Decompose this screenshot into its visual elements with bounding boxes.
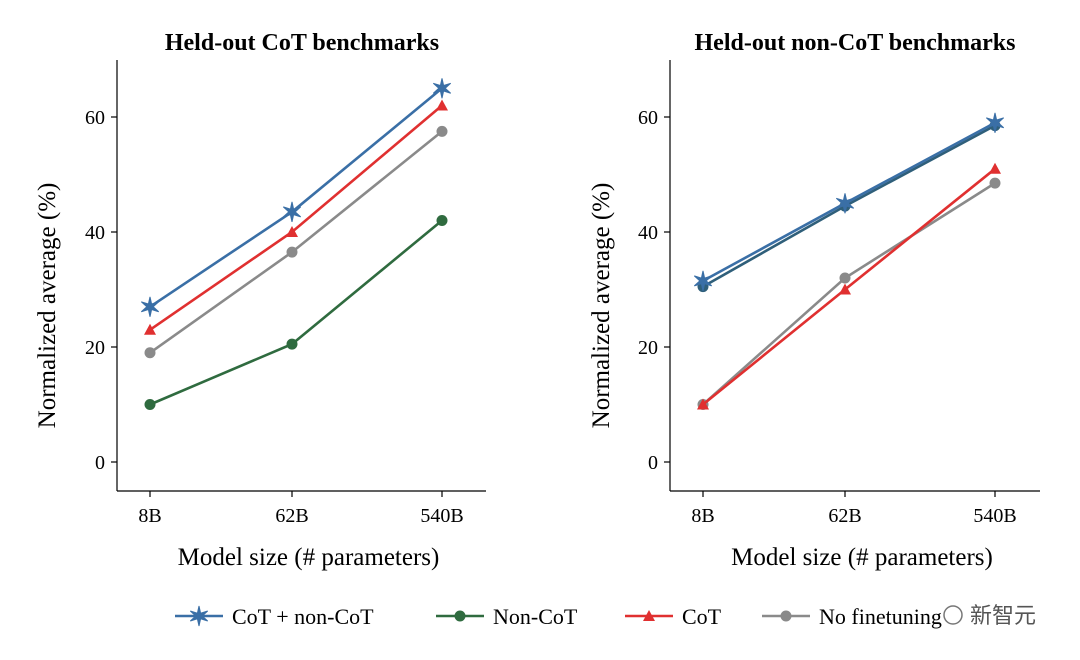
data-point	[436, 215, 448, 226]
y-axis-label: Normalized average (%)	[34, 183, 61, 429]
series-cot	[697, 162, 1001, 410]
legend-marker	[780, 610, 792, 622]
x-tick-label: 8B	[691, 505, 714, 527]
chart-title: Held-out CoT benchmarks	[165, 30, 439, 56]
data-point	[144, 347, 156, 359]
legend-label: CoT	[682, 604, 722, 629]
data-point	[989, 177, 1001, 189]
series-line	[149, 87, 443, 308]
legend-label: CoT + non-CoT	[232, 604, 374, 629]
watermark: 新智元	[943, 604, 1036, 629]
y-tick-label: 0	[95, 452, 105, 474]
data-point	[282, 201, 302, 223]
legend: CoT + non-CoT Non-CoT CoT No finetuning	[175, 604, 942, 629]
series-non-cot	[144, 215, 448, 410]
y-tick-label: 20	[638, 337, 658, 359]
x-axis-label: Model size (# parameters)	[731, 544, 993, 571]
data-point	[436, 99, 448, 111]
series-no-finetuning	[144, 125, 448, 359]
data-point	[436, 125, 448, 137]
data-point	[286, 246, 298, 258]
data-point	[985, 112, 1005, 133]
series-line	[149, 104, 443, 331]
data-point	[286, 338, 298, 350]
data-point	[989, 162, 1001, 174]
legend-marker	[189, 605, 209, 627]
legend-marker	[643, 610, 655, 621]
y-tick-label: 40	[638, 222, 658, 244]
data-point	[839, 283, 851, 295]
data-point	[286, 226, 298, 237]
legend-item: CoT + non-CoT	[175, 604, 374, 629]
data-point	[432, 78, 452, 99]
data-point	[693, 270, 713, 292]
watermark-text: 新智元	[970, 604, 1036, 629]
legend-item: Non-CoT	[436, 604, 578, 629]
chart-panel-cot: Held-out CoT benchmarks 0 20 40 60 8B 62B 540B M…	[34, 30, 486, 571]
x-axis-label: Model size (# parameters)	[178, 544, 440, 571]
data-point	[835, 193, 855, 214]
data-point	[839, 272, 851, 284]
y-tick-label: 60	[638, 107, 658, 129]
y-axis-label: Normalized average (%)	[588, 183, 615, 429]
data-point	[144, 399, 156, 410]
y-tick-label: 20	[85, 337, 105, 359]
chart-panel-non-cot: Held-out non-CoT benchmarks 0 20 40 60 8B 62B 5…	[588, 30, 1040, 571]
data-point	[697, 398, 709, 410]
x-tick-label: 62B	[828, 505, 861, 527]
x-tick-label: 540B	[973, 505, 1016, 527]
y-tick-label: 60	[85, 107, 105, 129]
data-point	[140, 296, 160, 317]
series-cot-non-cot	[140, 78, 452, 317]
chart-title: Held-out non-CoT benchmarks	[695, 30, 1016, 56]
series-line	[149, 130, 443, 354]
legend-marker	[454, 610, 466, 622]
data-point	[144, 323, 156, 335]
series-cot	[144, 99, 448, 335]
y-tick-label: 40	[85, 222, 105, 244]
legend-label: Non-CoT	[493, 604, 578, 629]
x-tick-label: 62B	[275, 505, 308, 527]
x-tick-label: 540B	[420, 505, 463, 527]
x-tick-label: 8B	[138, 505, 161, 527]
watermark-logo-icon	[943, 605, 963, 625]
series-cot-non-cot	[693, 112, 1005, 292]
y-tick-label: 0	[648, 452, 658, 474]
legend-label: No finetuning	[819, 604, 942, 629]
legend-item: CoT	[625, 604, 722, 629]
legend-item: No finetuning	[762, 604, 942, 629]
